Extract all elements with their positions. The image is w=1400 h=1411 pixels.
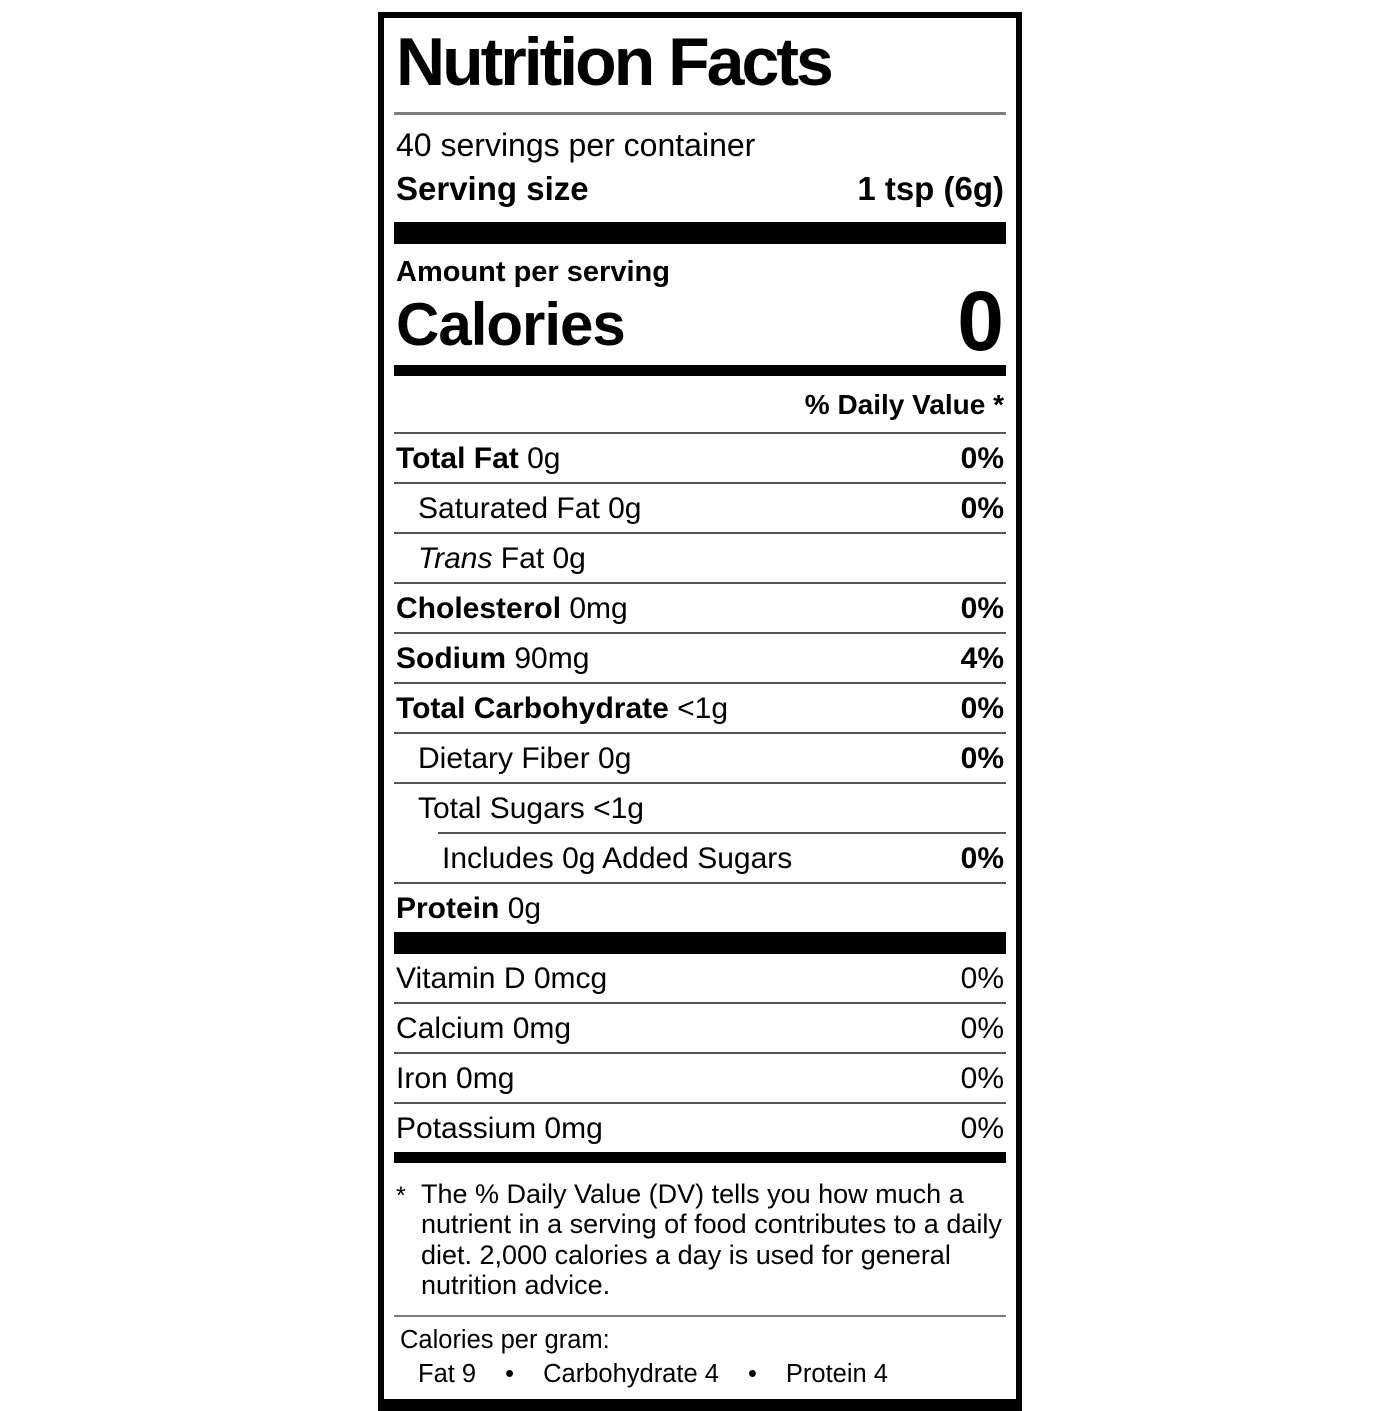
daily-value-footnote: * The % Daily Value (DV) tells you how m… <box>394 1163 1006 1315</box>
row-divider <box>394 681 1006 684</box>
daily-value-percent: 0% <box>960 691 1004 725</box>
nutrient-name: Saturated Fat 0g <box>418 491 642 525</box>
row-divider <box>394 781 1006 784</box>
divider-bar-medium <box>394 364 1006 376</box>
nutrient-row: Total Fat 0g 0% <box>394 434 1006 482</box>
footnote-text: The % Daily Value (DV) tells you how muc… <box>421 1178 1002 1301</box>
serving-size-row: Serving size 1 tsp (6g) <box>394 164 1006 222</box>
calories-per-gram-label: Calories per gram: <box>400 1325 610 1354</box>
calories-per-gram-items: Fat 9 • Carbohydrate 4 • Protein 4 <box>418 1360 888 1389</box>
nutrient-name: Includes 0g Added Sugars <box>442 841 793 875</box>
nutrient-name: Calcium 0mg <box>396 1011 572 1045</box>
vitamin-row: Calcium 0mg 0% <box>394 1004 1006 1052</box>
row-divider <box>394 1101 1006 1104</box>
nutrient-row: Protein 0g <box>394 884 1006 932</box>
row-divider <box>394 731 1006 734</box>
calories-per-gram-section: Calories per gram: Fat 9 • Carbohydrate 4 •… <box>394 1317 1006 1399</box>
nutrient-row: Dietary Fiber 0g 0% <box>394 734 1006 782</box>
calories-per-gram-item: Protein 4 <box>785 1359 888 1388</box>
nutrient-name: Potassium 0mg <box>396 1111 603 1145</box>
nutrient-row: Includes 0g Added Sugars 0% <box>394 834 1006 882</box>
nutrient-rows-section: Total Fat 0g 0% Saturated Fat 0g 0% Trans Fa… <box>394 434 1006 932</box>
bullet-separator: • <box>747 1359 757 1388</box>
calories-label: Calories <box>396 290 626 358</box>
label-title: Nutrition Facts <box>394 18 1006 115</box>
vitamin-row: Iron 0mg 0% <box>394 1054 1006 1102</box>
row-divider <box>394 1001 1006 1004</box>
divider-bar-thick <box>394 931 1006 954</box>
calories-value: 0 <box>957 274 1004 368</box>
row-divider <box>394 531 1006 534</box>
divider-bar-medium <box>394 1151 1006 1163</box>
calories-per-gram-item: Carbohydrate 4 <box>543 1359 719 1388</box>
nutrient-row: Sodium 90mg 4% <box>394 634 1006 682</box>
row-divider <box>394 1051 1006 1054</box>
row-divider <box>394 481 1006 484</box>
nutrient-name: Protein 0g <box>396 891 542 925</box>
row-divider <box>394 581 1006 584</box>
row-divider <box>438 831 1006 834</box>
row-divider <box>394 431 1006 434</box>
nutrient-name: Total Fat 0g <box>396 441 561 475</box>
serving-size-value: 1 tsp (6g) <box>857 170 1004 207</box>
nutrient-name: Vitamin D 0mcg <box>396 961 608 995</box>
nutrient-row: Total Carbohydrate <1g 0% <box>394 684 1006 732</box>
nutrition-facts-label: Nutrition Facts 40 servings per containe… <box>378 12 1022 1411</box>
footnote-asterisk: * <box>396 1181 406 1210</box>
nutrient-name: Cholesterol 0mg <box>396 591 628 625</box>
footnote-divider <box>394 1314 1006 1317</box>
amount-per-serving-label: Amount per serving <box>396 256 670 288</box>
daily-value-percent: 0% <box>960 491 1004 525</box>
row-divider <box>394 881 1006 884</box>
nutrient-row: Total Sugars <1g <box>394 784 1006 832</box>
daily-value-percent: 0% <box>960 1011 1004 1045</box>
nutrient-name: Total Carbohydrate <1g <box>396 691 729 725</box>
nutrient-name: Total Sugars <1g <box>418 791 644 825</box>
nutrient-name: Iron 0mg <box>396 1061 515 1095</box>
daily-value-percent: 0% <box>960 841 1004 875</box>
daily-value-percent: 4% <box>960 641 1004 675</box>
daily-value-percent: 0% <box>960 591 1004 625</box>
nutrient-name: Sodium 90mg <box>396 641 590 675</box>
vitamin-row: Potassium 0mg 0% <box>394 1104 1006 1152</box>
daily-value-percent: 0% <box>960 1061 1004 1095</box>
nutrient-row: Cholesterol 0mg 0% <box>394 584 1006 632</box>
nutrient-name: Dietary Fiber 0g <box>418 741 632 775</box>
divider-bar-thick <box>394 222 1006 244</box>
serving-size-label: Serving size <box>396 170 589 207</box>
daily-value-percent: 0% <box>960 961 1004 995</box>
calories-row: Calories 0 <box>394 274 1006 368</box>
servings-per-container: 40 servings per container <box>396 127 756 163</box>
vitamin-rows-section: Vitamin D 0mcg 0% Calcium 0mg 0% Iron 0mg 0% P… <box>394 954 1006 1152</box>
vitamin-row: Vitamin D 0mcg 0% <box>394 954 1006 1002</box>
daily-value-percent: 0% <box>960 441 1004 475</box>
nutrient-row: Trans Fat 0g <box>394 534 1006 582</box>
calories-per-gram-item: Fat 9 <box>418 1359 477 1388</box>
daily-value-percent: 0% <box>960 741 1004 775</box>
row-divider <box>394 631 1006 634</box>
nutrient-row: Saturated Fat 0g 0% <box>394 484 1006 532</box>
daily-value-percent: 0% <box>960 1111 1004 1145</box>
nutrient-name: Trans Fat 0g <box>418 541 586 575</box>
bullet-separator: • <box>505 1359 515 1388</box>
daily-value-header: % Daily Value * <box>804 388 1004 420</box>
